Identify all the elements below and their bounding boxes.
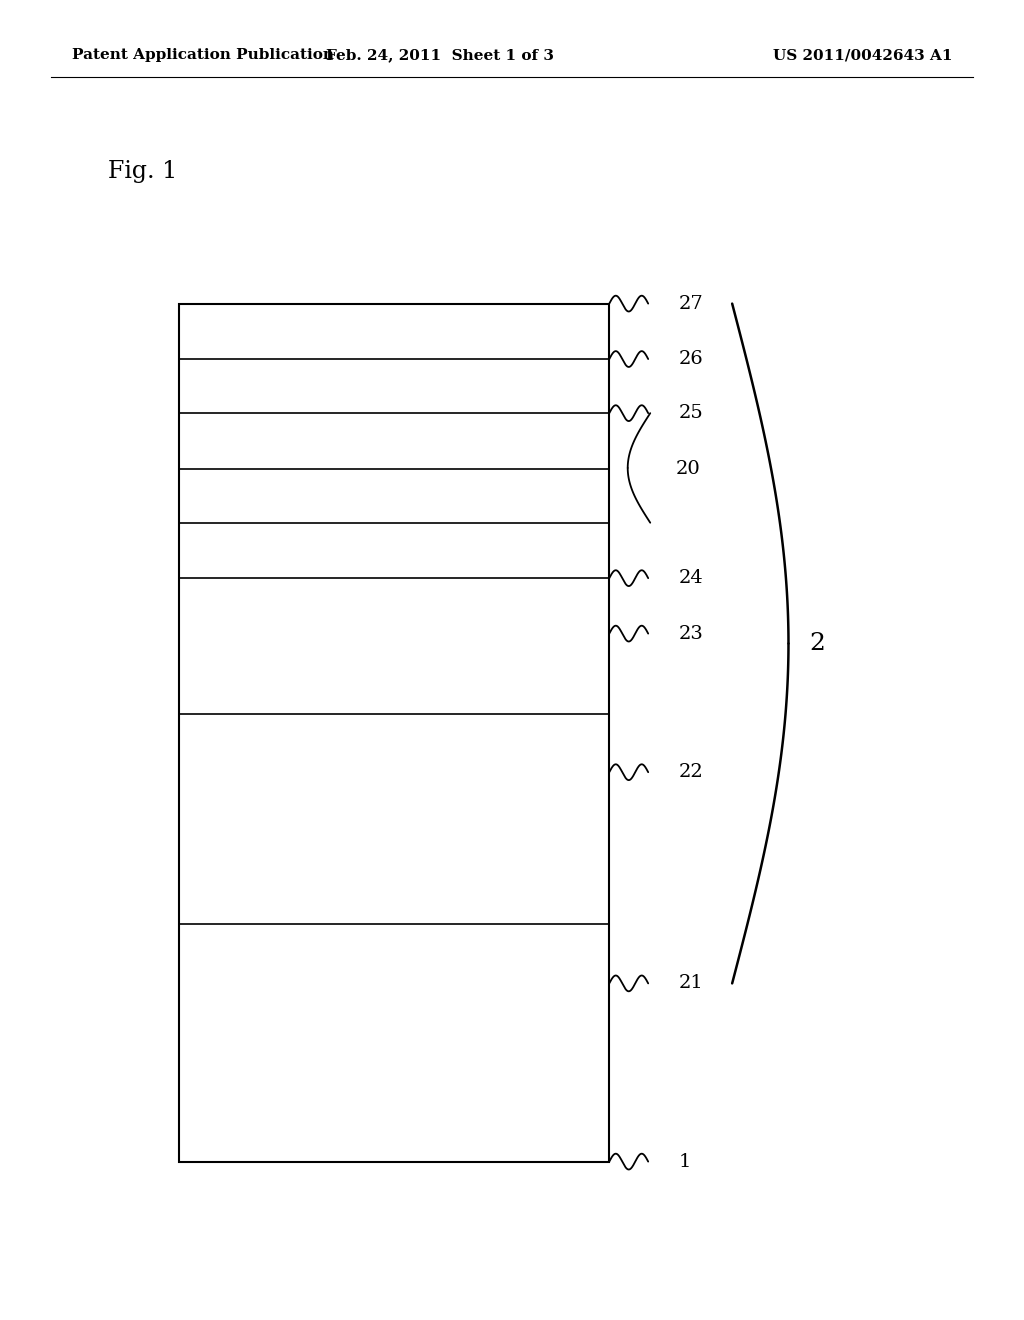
Text: 21: 21: [679, 974, 703, 993]
Text: 27: 27: [679, 294, 703, 313]
Text: 25: 25: [679, 404, 703, 422]
Bar: [179, 304, 609, 1162]
Text: Feb. 24, 2011  Sheet 1 of 3: Feb. 24, 2011 Sheet 1 of 3: [327, 49, 554, 62]
Text: US 2011/0042643 A1: US 2011/0042643 A1: [773, 49, 952, 62]
Text: Fig. 1: Fig. 1: [108, 160, 177, 183]
Text: 2: 2: [809, 632, 825, 655]
Text: 1: 1: [679, 1152, 691, 1171]
Text: Patent Application Publication: Patent Application Publication: [72, 49, 334, 62]
Text: 22: 22: [679, 763, 703, 781]
Text: 24: 24: [679, 569, 703, 587]
Text: 20: 20: [676, 459, 700, 478]
Text: 26: 26: [679, 350, 703, 368]
Text: 23: 23: [679, 624, 703, 643]
